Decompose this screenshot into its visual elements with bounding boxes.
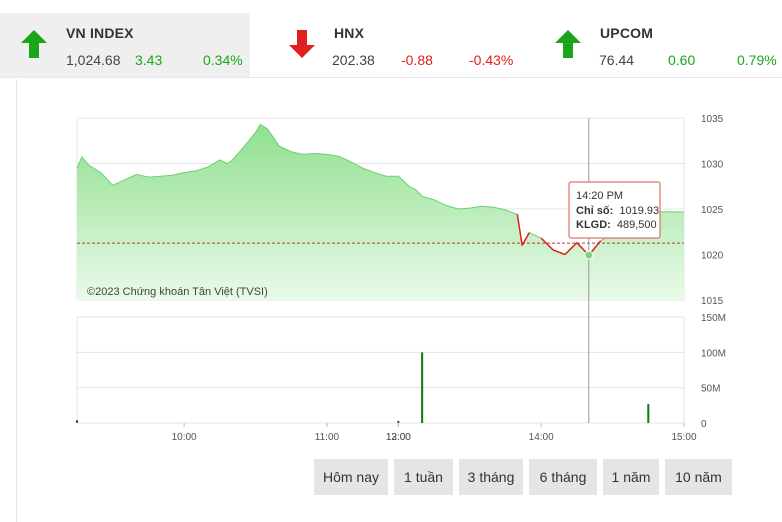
- volume-ticks: 150M 100M 50M 0: [701, 313, 726, 430]
- decline-segment: [540, 237, 554, 251]
- range-button-1-year[interactable]: 1 năm: [603, 459, 659, 495]
- decline-segment: [521, 232, 530, 246]
- volume-bar: [397, 420, 400, 423]
- ticker-change: -0.88: [401, 52, 433, 68]
- decline-segment: [564, 242, 578, 256]
- ticker-value: 202.38: [332, 52, 375, 68]
- tooltip-volume-value: 489,500: [617, 219, 657, 231]
- arrow-down-icon: [289, 30, 315, 58]
- volume-tick-label: 0: [701, 419, 707, 430]
- y-tick-label: 1025: [701, 205, 724, 216]
- tooltip-time: 14:20 PM: [576, 190, 623, 202]
- ticker-name: VN INDEX: [66, 25, 134, 41]
- ticker-hnx[interactable]: HNX 202.38 -0.88 -0.43%: [268, 13, 518, 77]
- decline-segment: [552, 249, 566, 256]
- chart-tooltip: 14:20 PM Chỉ số: 1019.93 KLGD: 489,500: [568, 181, 661, 239]
- y-tick-label: 1020: [701, 251, 724, 262]
- x-tick-label: 15:00: [671, 432, 696, 443]
- volume-bars: [76, 352, 650, 423]
- ticker-vn-index[interactable]: VN INDEX 1,024.68 3.43 0.34%: [0, 13, 250, 77]
- tooltip-index-value: 1019.93: [619, 205, 659, 217]
- volume-bar: [76, 420, 78, 423]
- ticker-upcom[interactable]: UPCOM 76.44 0.60 0.79%: [534, 13, 782, 77]
- y-tick-label: 1035: [701, 114, 724, 125]
- x-tick-label: 10:00: [172, 432, 197, 443]
- ticker-percent: 0.79%: [737, 52, 777, 68]
- hover-point: [584, 250, 594, 260]
- volume-bar: [647, 403, 650, 423]
- y-tick-label: 1030: [701, 160, 724, 171]
- tooltip-volume: KLGD: 489,500: [576, 219, 657, 231]
- market-ticker-bar: VN INDEX 1,024.68 3.43 0.34% HNX 202.38 …: [0, 0, 782, 78]
- x-tick-label: 12:00: [386, 432, 411, 443]
- tooltip-volume-label: KLGD:: [576, 219, 611, 231]
- y-ticks: 1035 1030 1025 1020 1015: [701, 114, 724, 307]
- volume-tick-label: 100M: [701, 348, 726, 359]
- range-button-6-months[interactable]: 6 tháng: [529, 459, 597, 495]
- index-area: [77, 124, 684, 301]
- y-tick-label: 1015: [701, 296, 724, 307]
- chart-panel: 1035 1030 1025 1020 1015 150M 100M 50M 0 10:00 1…: [16, 79, 782, 522]
- watermark: ©2023 Chứng khoán Tân Việt (TVSI): [87, 286, 268, 298]
- ticker-percent: -0.43%: [469, 52, 514, 68]
- range-button-today[interactable]: Hôm nay: [314, 459, 388, 495]
- ticker-value: 76.44: [599, 52, 635, 68]
- tooltip-index: Chỉ số: 1019.93: [576, 205, 659, 217]
- ticker-name: HNX: [334, 25, 365, 41]
- decline-segment: [516, 214, 523, 246]
- volume-bar: [421, 352, 424, 423]
- x-tick-label: 11:00: [315, 432, 340, 443]
- volume-tick-label: 150M: [701, 313, 726, 324]
- ticker-name: UPCOM: [600, 25, 654, 41]
- x-tick-label: 14:00: [529, 432, 554, 443]
- range-button-1-week[interactable]: 1 tuần: [394, 459, 453, 495]
- range-button-10-years[interactable]: 10 năm: [665, 459, 732, 495]
- x-tick-label: 13:00: [386, 432, 411, 443]
- volume-tick-label: 50M: [701, 384, 720, 395]
- ticker-change: 3.43: [135, 52, 163, 68]
- range-button-3-months[interactable]: 3 tháng: [459, 459, 523, 495]
- tooltip-index-label: Chỉ số:: [576, 205, 613, 217]
- ticker-value: 1,024.68: [66, 52, 121, 68]
- arrow-up-icon: [21, 30, 47, 58]
- ticker-change: 0.60: [668, 52, 696, 68]
- arrow-up-icon: [555, 30, 581, 58]
- ticker-percent: 0.34%: [203, 52, 243, 68]
